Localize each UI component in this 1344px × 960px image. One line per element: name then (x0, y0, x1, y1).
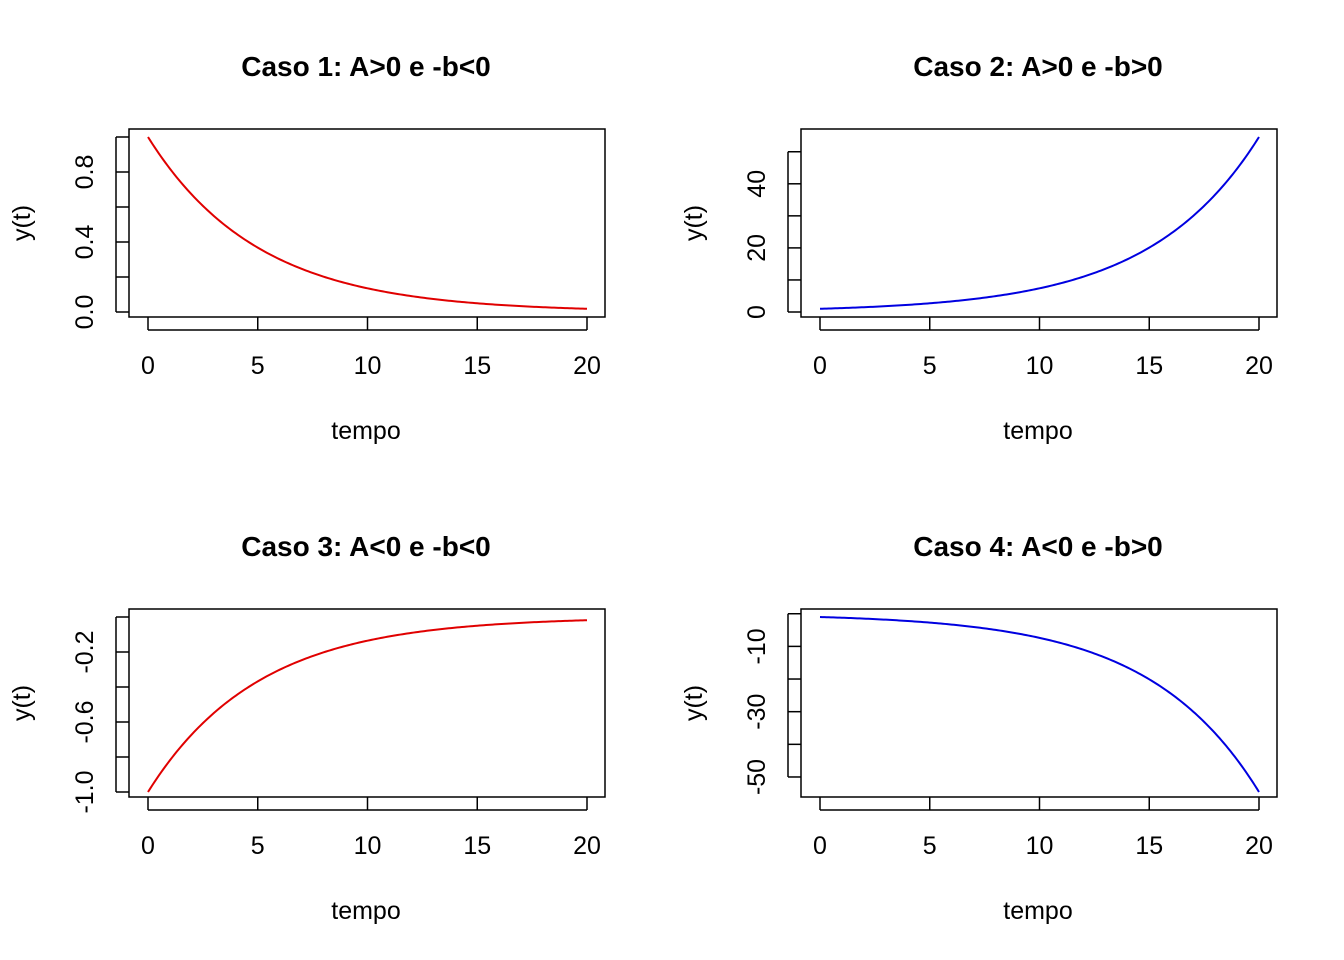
x-tick-label: 0 (813, 352, 827, 380)
chart-4-svg: Caso 4: A<0 e -b>0 0 5 10 15 20 -50 -30 -10 tempo… (680, 531, 1278, 925)
x-tick-label: 0 (813, 832, 827, 860)
x-tick-label: 10 (1026, 832, 1054, 860)
x-tick-label: 15 (1135, 352, 1163, 380)
chart-panel-3: Caso 3: A<0 e -b<0 0 5 10 15 20 -1.0 -0.6 -0.2 te… (0, 480, 672, 960)
chart-panel-2: Caso 2: A>0 e -b>0 0 5 10 15 20 0 20 40 tempo y(t) (672, 0, 1344, 480)
x-tick-label: 5 (251, 352, 265, 380)
chart-3-svg: Caso 3: A<0 e -b<0 0 5 10 15 20 -1.0 -0.6 -0.2 te… (8, 531, 606, 925)
x-tick-label: 5 (923, 832, 937, 860)
y-tick-label: 0.4 (71, 225, 99, 260)
chart-1-svg: Caso 1: A>0 e -b<0 0 5 10 15 20 0.0 0.4 0.8 tempo… (8, 51, 606, 445)
x-tick-label: 20 (1245, 832, 1273, 860)
series-line (147, 136, 588, 310)
chart-panel-4: Caso 4: A<0 e -b>0 0 5 10 15 20 -50 -30 -10 tempo… (672, 480, 1344, 960)
x-tick-label: 10 (1026, 352, 1054, 380)
y-tick-label: -0.6 (71, 700, 99, 743)
x-tick-label: 5 (923, 352, 937, 380)
y-axis-label: y(t) (680, 685, 708, 721)
plot-frame (128, 608, 606, 798)
x-axis-label: tempo (331, 897, 400, 925)
series-line (819, 136, 1260, 310)
y-tick-label: 40 (743, 170, 771, 198)
x-tick-label: 15 (463, 832, 491, 860)
y-tick-label: 0.0 (71, 295, 99, 330)
y-tick-label: -10 (743, 628, 771, 664)
x-tick-label: 20 (1245, 352, 1273, 380)
y-axis-label: y(t) (8, 205, 36, 241)
y-tick-label: -50 (743, 759, 771, 795)
y-tick-label: 0.8 (71, 155, 99, 190)
x-tick-label: 20 (573, 832, 601, 860)
chart-panel-1: Caso 1: A>0 e -b<0 0 5 10 15 20 0.0 0.4 0.8 tempo… (0, 0, 672, 480)
y-axis-label: y(t) (8, 685, 36, 721)
y-axis-label: y(t) (680, 205, 708, 241)
x-tick-label: 5 (251, 832, 265, 860)
x-tick-label: 0 (141, 832, 155, 860)
series-line (819, 616, 1260, 793)
x-tick-label: 10 (354, 352, 382, 380)
chart-2-svg: Caso 2: A>0 e -b>0 0 5 10 15 20 0 20 40 tempo y(t) (680, 51, 1278, 445)
x-axis-label: tempo (1003, 417, 1072, 445)
chart-title: Caso 1: A>0 e -b<0 (241, 51, 491, 82)
x-tick-label: 15 (1135, 832, 1163, 860)
y-tick-label: -0.2 (71, 630, 99, 673)
y-tick-label: 20 (743, 234, 771, 262)
chart-title: Caso 2: A>0 e -b>0 (913, 51, 1163, 82)
y-tick-label: -30 (743, 694, 771, 730)
y-tick-label: -1.0 (71, 770, 99, 813)
x-tick-label: 10 (354, 832, 382, 860)
x-axis-label: tempo (1003, 897, 1072, 925)
chart-title: Caso 3: A<0 e -b<0 (241, 531, 491, 562)
y-tick-label: 0 (743, 305, 771, 319)
x-tick-label: 20 (573, 352, 601, 380)
x-axis-label: tempo (331, 417, 400, 445)
chart-title: Caso 4: A<0 e -b>0 (913, 531, 1163, 562)
x-tick-label: 0 (141, 352, 155, 380)
x-tick-label: 15 (463, 352, 491, 380)
series-line (147, 619, 588, 793)
